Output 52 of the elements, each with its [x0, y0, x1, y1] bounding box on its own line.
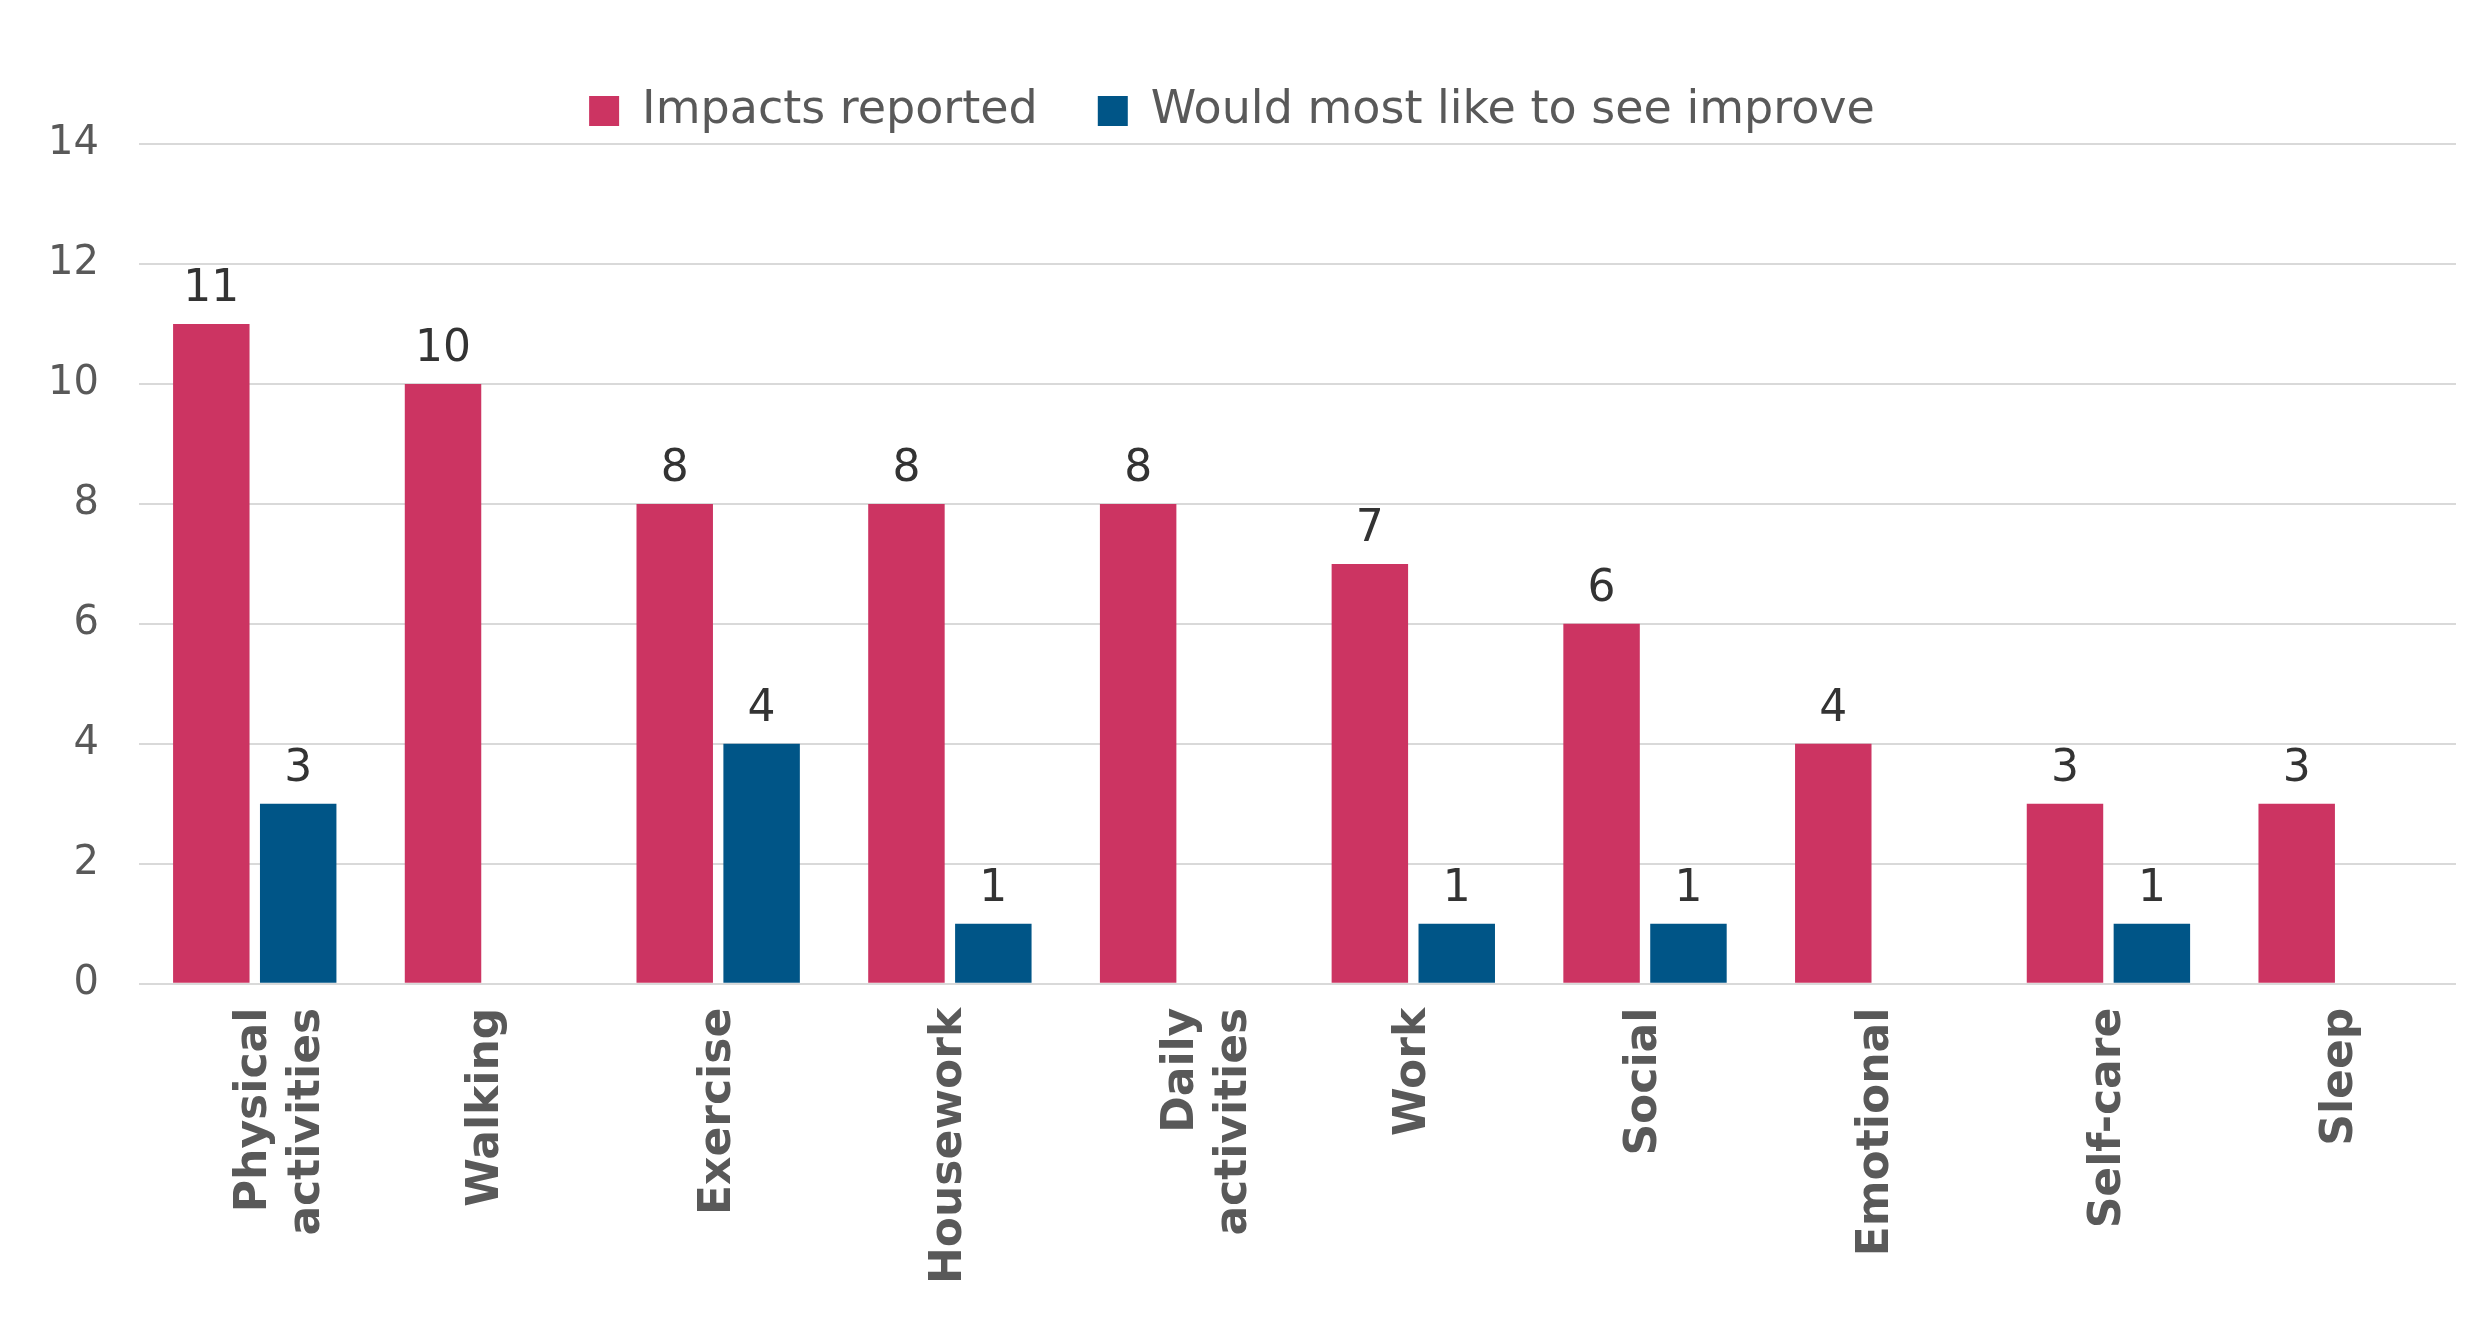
bar: [636, 503, 713, 983]
y-tick-label: 8: [73, 477, 99, 524]
bar: [1650, 923, 1727, 983]
data-label: 8: [660, 440, 689, 492]
y-tick-label: 2: [73, 837, 99, 884]
legend-label: Impacts reported: [642, 79, 1038, 134]
data-label: 11: [183, 260, 240, 312]
bar: [2113, 923, 2191, 983]
bar: [2026, 803, 2104, 983]
y-tick-label: 6: [73, 597, 99, 644]
bar: [1563, 623, 1640, 983]
data-label: 1: [1442, 860, 1471, 912]
bar: [955, 923, 1032, 983]
bar: [1795, 743, 1872, 983]
data-label: 10: [415, 320, 472, 372]
bar: [1099, 503, 1177, 983]
data-label: 6: [1587, 560, 1616, 612]
x-tick-label: Physical activities: [225, 1007, 329, 1236]
x-tick-label: Social: [1615, 1007, 1667, 1156]
data-label: 3: [284, 740, 313, 792]
x-tick-label: Daily activities: [1152, 1007, 1256, 1236]
x-tick-label: Emotional: [1847, 1007, 1899, 1257]
x-tick-label: Work: [1383, 1006, 1435, 1136]
legend-label: Would most like to see improve: [1150, 79, 1875, 134]
data-label: 1: [2137, 860, 2166, 912]
data-label: 4: [1819, 680, 1848, 732]
x-tick-label: Sleep: [2310, 1007, 2362, 1146]
y-tick-label: 10: [47, 357, 99, 404]
data-label: 7: [1355, 500, 1384, 552]
x-tick-label: Exercise: [688, 1007, 740, 1215]
x-tick-label: Self-care: [2078, 1007, 2130, 1229]
data-label: 1: [979, 860, 1008, 912]
x-tick-label: Walking: [456, 1007, 508, 1207]
bar: [868, 503, 945, 983]
y-tick-label: 14: [47, 117, 99, 164]
bar: [259, 803, 337, 983]
data-label: 8: [892, 440, 921, 492]
data-label: 1: [1674, 860, 1703, 912]
data-label: 4: [747, 680, 776, 732]
data-label: 3: [2282, 740, 2311, 792]
data-label: 3: [2050, 740, 2079, 792]
data-label: 8: [1124, 440, 1153, 492]
y-tick-label: 0: [73, 957, 99, 1004]
x-tick-label: Housework: [920, 1006, 972, 1284]
y-tick-label: 12: [47, 237, 99, 284]
bar: [723, 743, 800, 983]
bar: [2258, 803, 2335, 983]
bar: [404, 383, 482, 983]
bar: [1418, 923, 1495, 983]
bar: [1331, 563, 1409, 983]
bar: [173, 323, 250, 983]
y-tick-label: 4: [73, 717, 99, 764]
